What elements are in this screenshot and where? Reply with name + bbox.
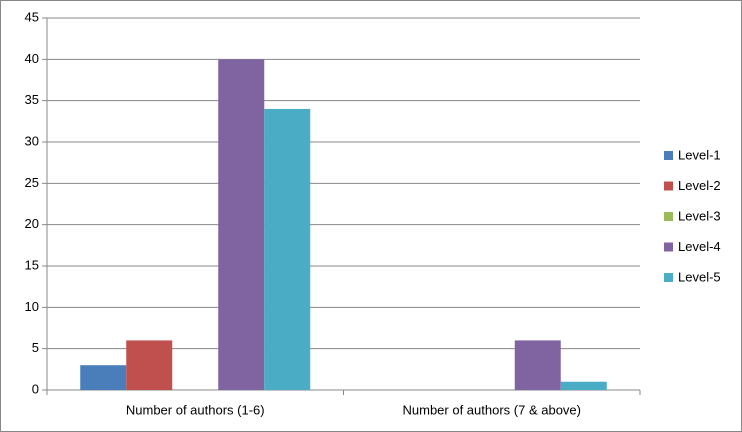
y-tick-label: 10 (25, 299, 39, 314)
bar (218, 59, 265, 390)
legend-swatch (664, 273, 673, 282)
legend-label: Level-3 (678, 208, 721, 223)
legend-swatch (664, 181, 673, 191)
legend-swatch (664, 242, 673, 252)
bar (264, 108, 311, 390)
bar (126, 340, 173, 390)
x-tick-label: Number of authors (7 & above) (403, 402, 581, 417)
bar (560, 381, 607, 390)
y-tick-label: 35 (25, 92, 39, 107)
legend-label: Level-4 (678, 239, 721, 254)
x-tick-label: Number of authors (1-6) (126, 402, 265, 417)
legend-swatch (664, 151, 673, 160)
legend-label: Level-5 (678, 269, 721, 284)
y-tick-label: 40 (25, 51, 39, 66)
y-tick-label: 20 (25, 216, 39, 231)
y-tick-label: 30 (25, 133, 39, 148)
legend-label: Level-2 (678, 178, 721, 193)
y-tick-label: 45 (25, 9, 39, 24)
legend-label: Level-1 (678, 147, 721, 162)
bar (80, 365, 127, 390)
bar (514, 340, 561, 390)
y-tick-label: 25 (25, 175, 39, 190)
legend-swatch (664, 212, 673, 221)
y-tick-label: 5 (32, 340, 39, 355)
y-tick-label: 15 (25, 257, 39, 272)
y-tick-label: 0 (32, 381, 39, 396)
